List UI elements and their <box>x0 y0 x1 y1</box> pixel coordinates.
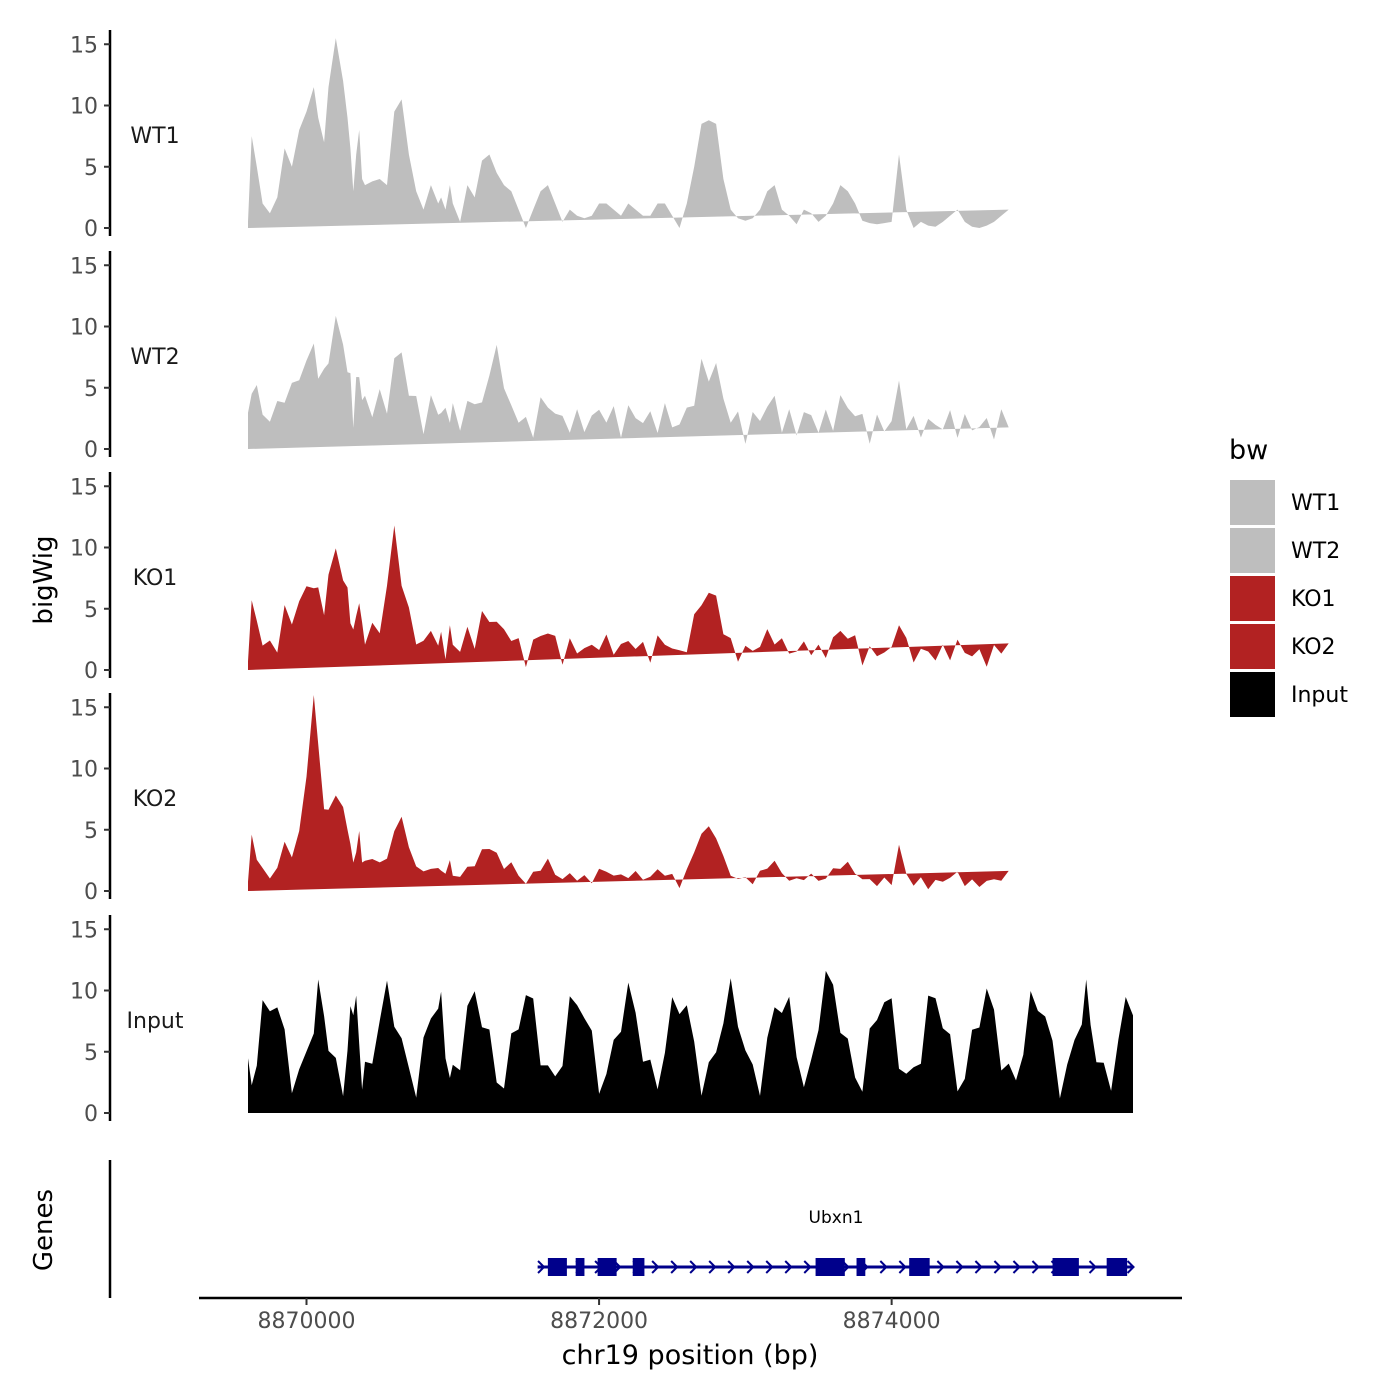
y-tick-label: 15 <box>70 918 98 943</box>
gene-strand-arrow <box>974 1260 983 1274</box>
y-tick-label: 0 <box>84 880 98 905</box>
gene-exon <box>856 1258 866 1276</box>
legend-title: bw <box>1229 435 1268 466</box>
y-tick-label: 15 <box>70 254 98 279</box>
track-label-wt2: WT2 <box>130 345 179 370</box>
y-tick-label: 5 <box>84 377 98 402</box>
gene-exon <box>597 1258 617 1276</box>
gene-strand-arrow <box>537 1260 546 1274</box>
gene-strand-arrow <box>993 1260 1002 1274</box>
y-tick-label: 15 <box>70 33 98 58</box>
y-tick-label: 10 <box>70 758 98 783</box>
gene-exon <box>547 1258 567 1276</box>
legend-swatch-wt2 <box>1230 528 1275 573</box>
gene-exon <box>632 1258 645 1276</box>
y-axis-title: bigWig <box>29 535 59 624</box>
gene-strand-arrow <box>746 1260 755 1274</box>
gene-strand-arrow <box>1126 1260 1135 1274</box>
gene-strand-arrow <box>1088 1260 1097 1274</box>
x-axis-title: chr19 position (bp) <box>562 1340 819 1371</box>
gene-exon <box>1052 1258 1079 1276</box>
gene-strand-arrow <box>1012 1260 1021 1274</box>
y-tick-label: 5 <box>84 156 98 181</box>
y-tick-label: 10 <box>70 95 98 120</box>
y-tick-label: 0 <box>84 1102 98 1127</box>
gene-exon <box>1106 1258 1128 1276</box>
gene-exon <box>909 1258 930 1276</box>
y-tick-label: 10 <box>70 537 98 562</box>
legend-swatch-ko1 <box>1230 576 1275 621</box>
x-tick-label: 8872000 <box>550 1309 648 1334</box>
gene-strand-arrow <box>784 1260 793 1274</box>
gene-strand-arrow <box>670 1260 679 1274</box>
legend-swatch-ko2 <box>1230 624 1275 669</box>
track-area-wt1 <box>248 38 1009 228</box>
y-tick-label: 5 <box>84 819 98 844</box>
y-tick-label: 0 <box>84 659 98 684</box>
y-tick-label: 10 <box>70 980 98 1005</box>
track-area-input <box>248 970 1133 1113</box>
y-tick-label: 15 <box>70 475 98 500</box>
gene-strand-arrow <box>727 1260 736 1274</box>
genes-panel-title: Genes <box>29 1189 59 1271</box>
gene-strand-arrow <box>651 1260 660 1274</box>
gene-strand-arrow <box>1031 1260 1040 1274</box>
track-area-wt2 <box>248 315 1009 449</box>
track-label-input: Input <box>127 1009 184 1034</box>
track-area-ko1 <box>248 525 1009 670</box>
legend-label-ko2: KO2 <box>1291 635 1336 660</box>
y-tick-label: 15 <box>70 696 98 721</box>
gene-strand-arrow <box>879 1260 888 1274</box>
y-tick-label: 0 <box>84 217 98 242</box>
y-tick-label: 5 <box>84 1041 98 1066</box>
legend-label-wt2: WT2 <box>1291 539 1340 564</box>
gene-exon <box>815 1258 845 1276</box>
track-area-ko2 <box>248 695 1009 891</box>
gene-name-label: Ubxn1 <box>809 1208 864 1228</box>
x-tick-label: 8870000 <box>258 1309 356 1334</box>
legend-label-input: Input <box>1291 683 1348 708</box>
gene-strand-arrow <box>689 1260 698 1274</box>
y-tick-label: 0 <box>84 438 98 463</box>
track-label-ko1: KO1 <box>133 566 178 591</box>
track-label-ko2: KO2 <box>133 787 178 812</box>
track-label-wt1: WT1 <box>130 124 179 149</box>
gene-strand-arrow <box>708 1260 717 1274</box>
legend-label-ko1: KO1 <box>1291 587 1336 612</box>
gene-strand-arrow <box>936 1260 945 1274</box>
gene-strand-arrow <box>955 1260 964 1274</box>
gene-strand-arrow <box>898 1260 907 1274</box>
y-tick-label: 10 <box>70 316 98 341</box>
gene-strand-arrow <box>765 1260 774 1274</box>
legend-swatch-wt1 <box>1230 480 1275 525</box>
y-tick-label: 5 <box>84 598 98 623</box>
gene-strand-arrow <box>803 1260 812 1274</box>
legend-label-wt1: WT1 <box>1291 491 1340 516</box>
legend-swatch-input <box>1230 672 1275 717</box>
gene-exon <box>575 1258 585 1276</box>
x-tick-label: 8874000 <box>843 1309 941 1334</box>
